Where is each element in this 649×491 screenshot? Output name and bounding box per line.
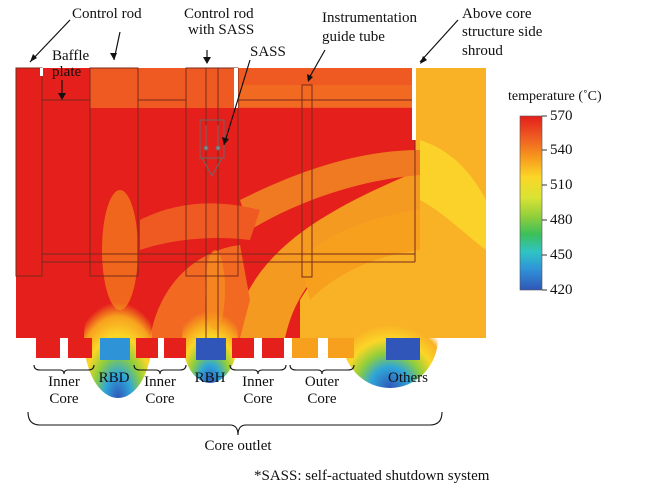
outlet-inner-core-3a (232, 338, 254, 358)
outlet-others (386, 338, 420, 360)
region-rbh: RBH (190, 370, 230, 387)
label-above-core-3: shroud (462, 43, 503, 59)
label-baffle-plate-2: plate (52, 64, 82, 80)
region-line1: RBH (194, 370, 226, 386)
label-instrumentation-1: Instrumentation (322, 10, 417, 26)
legend-tick-420: 420 (550, 282, 573, 298)
region-inner-core-1: Inner Core (34, 374, 94, 408)
region-outer-core: Outer Core (292, 374, 352, 408)
region-line2: Core (49, 391, 79, 407)
label-control-rod-sass-1: Control rod (184, 6, 254, 22)
region-braces (27, 364, 443, 436)
label-instrumentation-2: guide tube (322, 29, 385, 45)
legend-ticks (542, 115, 547, 291)
outlet-inner-core-1a (36, 338, 60, 358)
label-control-rod: Control rod (72, 6, 142, 22)
region-line1: Inner (144, 374, 176, 390)
outlet-inner-core-2a (136, 338, 158, 358)
region-line1: Others (388, 370, 428, 386)
core-outlets (36, 338, 420, 360)
core-structures (15, 67, 416, 338)
baffle-gap-left (40, 68, 43, 76)
legend-tick-480: 480 (550, 212, 573, 228)
region-line2: Core (145, 391, 175, 407)
region-others: Others (378, 370, 438, 387)
legend-tick-570: 570 (550, 108, 573, 124)
label-above-core-1: Above core (462, 6, 532, 22)
outlet-inner-core-1b (68, 338, 92, 358)
label-sass: SASS (250, 44, 286, 60)
legend-tick-450: 450 (550, 247, 573, 263)
outlet-rbd (100, 338, 130, 360)
legend-tick-510: 510 (550, 177, 573, 193)
region-inner-core-3: Inner Core (228, 374, 288, 408)
label-above-core-2: structure side (462, 24, 543, 40)
outlet-outer-core-a (292, 338, 318, 358)
legend-title: temperature (˚C) (508, 89, 602, 104)
label-baffle-plate-1: Baffle (52, 48, 90, 64)
region-line2: Core (307, 391, 337, 407)
outlet-outer-core-b (328, 338, 354, 358)
outlet-inner-core-3b (262, 338, 284, 358)
region-line1: Outer (304, 374, 340, 390)
region-line1: Inner (242, 374, 274, 390)
callout-arrowheads (30, 53, 427, 145)
label-control-rod-sass-2: with SASS (188, 22, 255, 38)
callout-arrows (29, 19, 459, 146)
region-rbd: RBD (94, 370, 134, 387)
sass-slot (234, 68, 238, 108)
outlet-inner-core-2b (164, 338, 186, 358)
region-line1: Inner (48, 374, 80, 390)
region-line1: RBD (98, 370, 130, 386)
temperature-field (16, 68, 486, 398)
legend-tick-540: 540 (550, 142, 573, 158)
core-outlet-label: Core outlet (204, 438, 272, 454)
region-inner-core-2: Inner Core (130, 374, 190, 408)
outlet-rbh (196, 338, 226, 360)
footnote: *SASS: self-actuated shutdown system (254, 468, 490, 484)
shroud-gap (412, 68, 416, 140)
region-line2: Core (243, 391, 273, 407)
legend-colorbar (519, 115, 543, 291)
